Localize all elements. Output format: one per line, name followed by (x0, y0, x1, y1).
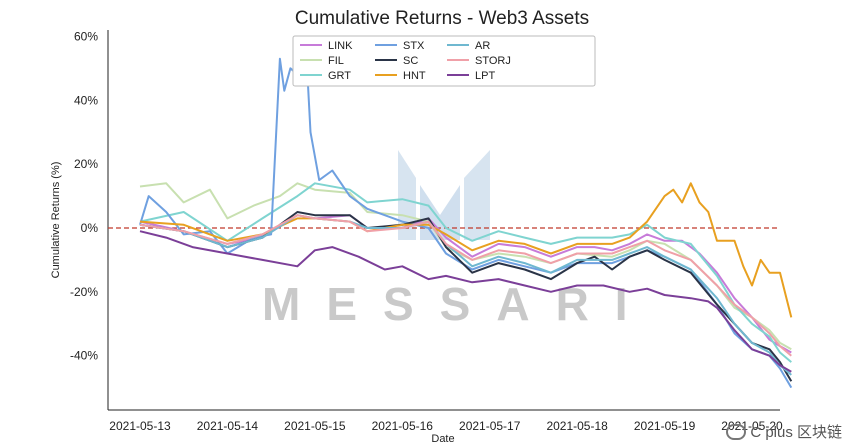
x-tick-label: 2021-05-16 (372, 419, 434, 433)
series-line-storj (139, 214, 792, 357)
series-line-grt (139, 182, 792, 363)
y-tick-label: -20% (70, 285, 98, 299)
y-tick-label: 60% (74, 29, 98, 43)
y-axis-label: Cumulative Returns (%) (50, 162, 62, 279)
x-tick-label: 2021-05-15 (284, 419, 346, 433)
x-tick-label: 2021-05-14 (197, 419, 259, 433)
legend-label-lpt: LPT (475, 70, 495, 82)
legend-label-fil: FIL (328, 55, 344, 67)
watermark: MESSARI (262, 150, 654, 330)
legend-label-grt: GRT (328, 70, 351, 82)
legend-label-ar: AR (475, 40, 490, 52)
x-tick-label: 2021-05-13 (109, 419, 171, 433)
y-axis-ticks: 60% 40% 20% 0% -20% -40% (70, 29, 98, 362)
y-tick-label: 40% (74, 93, 98, 107)
legend-label-storj: STORJ (475, 55, 511, 67)
x-tick-label: 2021-05-18 (546, 419, 608, 433)
legend: LINK FIL GRT STX SC HNT AR STORJ LPT (292, 35, 596, 87)
legend-label-link: LINK (328, 40, 353, 52)
credit-text: C plus 区块链 (750, 424, 842, 441)
wechat-icon (726, 423, 747, 440)
series-lines (139, 48, 793, 389)
legend-label-sc: SC (403, 55, 418, 67)
x-axis-ticks: 2021-05-13 2021-05-14 2021-05-15 2021-05-16… (109, 419, 783, 433)
watermark-text: MESSARI (262, 278, 654, 330)
x-axis-label: Date (431, 433, 454, 444)
y-tick-label: -40% (70, 349, 98, 363)
chart-title: Cumulative Returns - Web3 Assets (295, 8, 589, 29)
y-tick-label: 20% (74, 157, 98, 171)
y-tick-label: 0% (81, 221, 99, 235)
x-tick-label: 2021-05-19 (634, 419, 696, 433)
legend-label-stx: STX (403, 40, 425, 52)
x-tick-label: 2021-05-20 (721, 419, 783, 433)
legend-box (292, 35, 596, 87)
legend-label-hnt: HNT (403, 70, 426, 82)
credit: C plus 区块链 (726, 421, 842, 442)
x-tick-label: 2021-05-17 (459, 419, 521, 433)
series-line-lpt (139, 230, 792, 373)
series-line-sc (139, 211, 793, 382)
